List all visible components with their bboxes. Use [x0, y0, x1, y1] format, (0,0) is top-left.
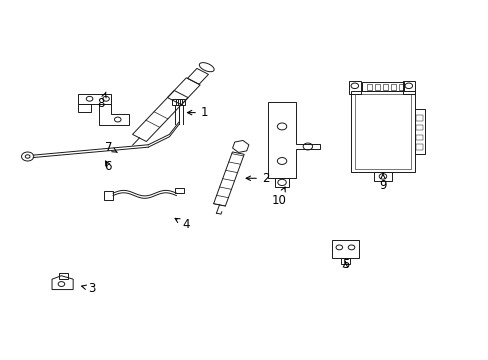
Bar: [361, 82, 403, 91]
Bar: [382, 84, 387, 90]
Bar: [390, 84, 395, 90]
Polygon shape: [199, 63, 214, 72]
Bar: [59, 273, 68, 279]
Text: 4: 4: [175, 219, 189, 231]
Text: 8: 8: [98, 92, 106, 111]
Text: 6: 6: [104, 160, 112, 173]
Bar: [373, 172, 391, 181]
Bar: [350, 91, 414, 172]
Bar: [374, 84, 379, 90]
Text: 7: 7: [104, 141, 117, 154]
Bar: [415, 135, 422, 140]
Bar: [415, 144, 422, 150]
Text: 5: 5: [341, 258, 348, 271]
Text: 10: 10: [271, 187, 285, 207]
Text: 9: 9: [379, 173, 386, 192]
Bar: [398, 84, 403, 90]
Text: 2: 2: [245, 172, 269, 185]
Bar: [414, 109, 424, 154]
Bar: [348, 81, 360, 94]
Bar: [402, 81, 414, 94]
Bar: [415, 125, 422, 130]
Bar: [366, 84, 371, 90]
Text: 3: 3: [81, 282, 96, 295]
Bar: [354, 94, 410, 170]
Bar: [340, 258, 349, 264]
Bar: [172, 99, 178, 105]
Bar: [176, 99, 181, 105]
Text: 1: 1: [187, 106, 208, 119]
Bar: [180, 99, 185, 105]
Bar: [415, 115, 422, 121]
